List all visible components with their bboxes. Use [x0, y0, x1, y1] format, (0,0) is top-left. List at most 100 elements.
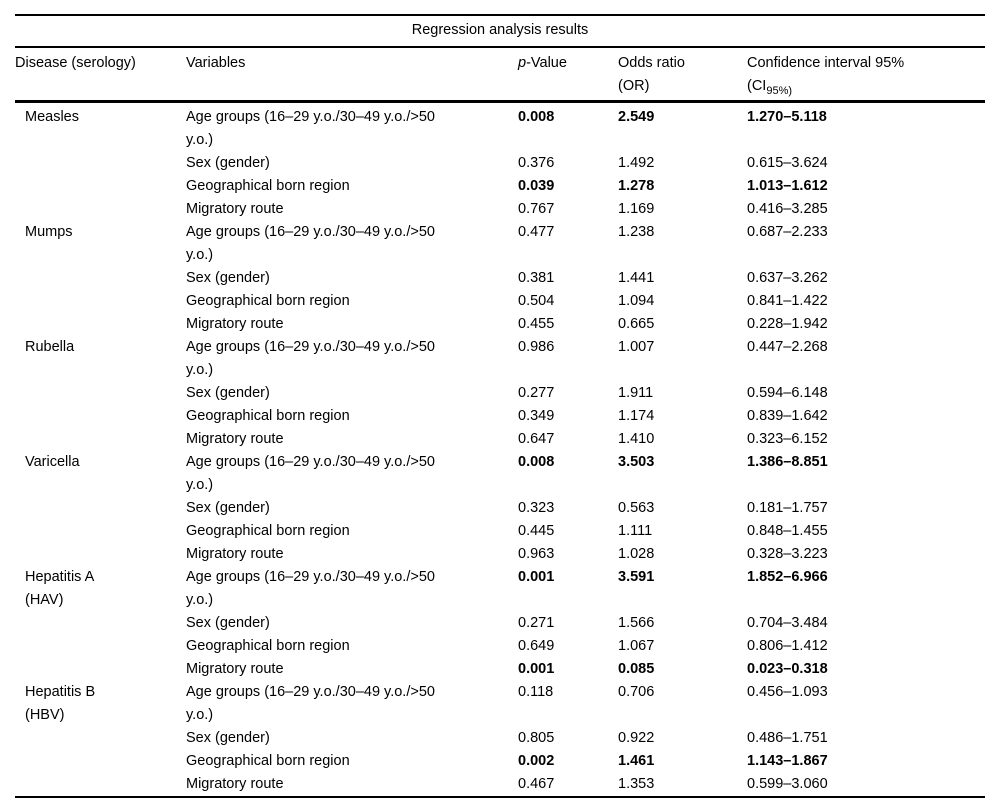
table-row: Sex (gender) 0.805 0.922 0.486–1.751 — [15, 727, 985, 750]
variable-cell: Migratory route — [186, 431, 284, 447]
p-value-cell: 0.271 — [518, 615, 555, 631]
odds-ratio-cell: 1.566 — [618, 615, 655, 631]
table-row: Migratory route 0.767 1.169 0.416–3.285 — [15, 198, 985, 221]
odds-ratio-cell: 1.067 — [618, 638, 655, 654]
table-row: Sex (gender) 0.381 1.441 0.637–3.262 — [15, 267, 985, 290]
odds-ratio-cell: 1.492 — [618, 155, 655, 171]
p-value-cell: 0.001 — [518, 569, 555, 585]
confidence-interval-cell: 0.841–1.422 — [747, 293, 828, 309]
table-row: Sex (gender) 0.323 0.563 0.181–1.757 — [15, 497, 985, 520]
p-value-cell: 0.008 — [518, 109, 555, 125]
table-body: Measles Age groups (16–29 y.o./30–49 y.o.… — [15, 102, 985, 798]
odds-ratio-cell: 0.706 — [618, 684, 655, 700]
p-value-cell: 0.477 — [518, 224, 555, 240]
p-value-cell: 0.504 — [518, 293, 555, 309]
odds-ratio-cell: 1.174 — [618, 408, 655, 424]
confidence-interval-cell: 0.416–3.285 — [747, 201, 828, 217]
confidence-interval-cell: 0.323–6.152 — [747, 431, 828, 447]
variable-cell: Migratory route — [186, 201, 284, 217]
variable-cell: Age groups (16–29 y.o./30–49 y.o./>50 y.… — [186, 109, 435, 148]
odds-ratio-cell: 1.441 — [618, 270, 655, 286]
table-row: Rubella Age groups (16–29 y.o./30–49 y.o.… — [15, 336, 985, 382]
table-row: Sex (gender) 0.271 1.566 0.704–3.484 — [15, 612, 985, 635]
variable-cell: Migratory route — [186, 546, 284, 562]
p-value-cell: 0.381 — [518, 270, 555, 286]
confidence-interval-cell: 1.143–1.867 — [747, 753, 828, 769]
variable-cell: Geographical born region — [186, 753, 350, 769]
variable-cell: Age groups (16–29 y.o./30–49 y.o./>50 y.… — [186, 454, 435, 493]
table-row: Mumps Age groups (16–29 y.o./30–49 y.o./>… — [15, 221, 985, 267]
odds-ratio-cell: 1.238 — [618, 224, 655, 240]
p-value-cell: 0.349 — [518, 408, 555, 424]
confidence-interval-cell: 1.013–1.612 — [747, 178, 828, 194]
column-header-row: Disease (serology) Variables p-Value Odd… — [15, 47, 986, 103]
confidence-interval-cell: 0.447–2.268 — [747, 339, 828, 355]
p-value-cell: 0.986 — [518, 339, 555, 355]
column-header-disease: Disease (serology) — [15, 47, 186, 103]
confidence-interval-cell: 0.181–1.757 — [747, 500, 828, 516]
variable-cell: Sex (gender) — [186, 500, 270, 516]
table-row: Hepatitis A (HAV) Age groups (16–29 y.o./… — [15, 566, 985, 612]
table-title: Regression analysis results — [15, 14, 986, 48]
confidence-interval-cell: 0.228–1.942 — [747, 316, 828, 332]
odds-ratio-cell: 3.591 — [618, 569, 655, 585]
p-value-cell: 0.002 — [518, 753, 555, 769]
confidence-interval-cell: 1.852–6.966 — [747, 569, 828, 585]
table-row: Migratory route 0.001 0.085 0.023–0.318 — [15, 658, 985, 681]
p-value-cell: 0.277 — [518, 385, 555, 401]
table-row: Sex (gender) 0.277 1.911 0.594–6.148 — [15, 382, 985, 405]
p-value-cell: 0.963 — [518, 546, 555, 562]
table-row: Migratory route 0.647 1.410 0.323–6.152 — [15, 428, 985, 451]
variable-cell: Geographical born region — [186, 293, 350, 309]
p-value-cell: 0.455 — [518, 316, 555, 332]
odds-ratio-cell: 1.094 — [618, 293, 655, 309]
ci-subscript: 95%) — [766, 85, 793, 97]
variable-cell: Sex (gender) — [186, 615, 270, 631]
confidence-interval-cell: 0.615–3.624 — [747, 155, 828, 171]
variable-cell: Migratory route — [186, 661, 284, 677]
confidence-interval-cell: 0.328–3.223 — [747, 546, 828, 562]
confidence-interval-cell: 0.839–1.642 — [747, 408, 828, 424]
variable-cell: Geographical born region — [186, 178, 350, 194]
variable-cell: Sex (gender) — [186, 155, 270, 171]
odds-ratio-cell: 1.410 — [618, 431, 655, 447]
ci-open-paren: (CI — [747, 78, 767, 94]
confidence-interval-cell: 0.023–0.318 — [747, 661, 828, 677]
confidence-interval-cell: 0.637–3.262 — [747, 270, 828, 286]
odds-ratio-cell: 1.007 — [618, 339, 655, 355]
table-row: Sex (gender) 0.376 1.492 0.615–3.624 — [15, 152, 985, 175]
variable-cell: Sex (gender) — [186, 730, 270, 746]
confidence-interval-cell: 0.704–3.484 — [747, 615, 828, 631]
p-value-cell: 0.445 — [518, 523, 555, 539]
table-row: Measles Age groups (16–29 y.o./30–49 y.o.… — [15, 102, 985, 153]
odds-ratio-cell: 1.461 — [618, 753, 655, 769]
p-value-cell: 0.467 — [518, 776, 555, 792]
table-row: Geographical born region 0.349 1.174 0.839–… — [15, 405, 985, 428]
variable-cell: Geographical born region — [186, 408, 350, 424]
confidence-interval-cell: 0.486–1.751 — [747, 730, 828, 746]
odds-ratio-cell: 1.278 — [618, 178, 655, 194]
table-row: Geographical born region 0.445 1.111 0.848–… — [15, 520, 985, 543]
variable-cell: Age groups (16–29 y.o./30–49 y.o./>50 y.… — [186, 684, 435, 723]
disease-cell: Mumps — [25, 224, 73, 240]
p-value-cell: 0.376 — [518, 155, 555, 171]
regression-table: Regression analysis results Disease (ser… — [15, 14, 986, 798]
p-value-cell: 0.323 — [518, 500, 555, 516]
odds-ratio-cell: 3.503 — [618, 454, 655, 470]
p-value-cell: 0.767 — [518, 201, 555, 217]
odds-ratio-cell: 0.922 — [618, 730, 655, 746]
table-row: Geographical born region 0.002 1.461 1.143–… — [15, 750, 985, 773]
variable-cell: Sex (gender) — [186, 385, 270, 401]
odds-ratio-cell: 1.169 — [618, 201, 655, 217]
odds-ratio-cell: 1.911 — [618, 385, 654, 401]
variable-cell: Geographical born region — [186, 638, 350, 654]
disease-cell: Rubella — [25, 339, 75, 355]
odds-ratio-cell: 0.665 — [618, 316, 655, 332]
column-header-variables: Variables — [186, 47, 518, 103]
odds-ratio-line1: Odds ratio — [618, 55, 685, 71]
table-row: Migratory route 0.455 0.665 0.228–1.942 — [15, 313, 985, 336]
p-value-cell: 0.805 — [518, 730, 555, 746]
table-row: Hepatitis B (HBV) Age groups (16–29 y.o./… — [15, 681, 985, 727]
table-row: Geographical born region 0.504 1.094 0.841–… — [15, 290, 985, 313]
